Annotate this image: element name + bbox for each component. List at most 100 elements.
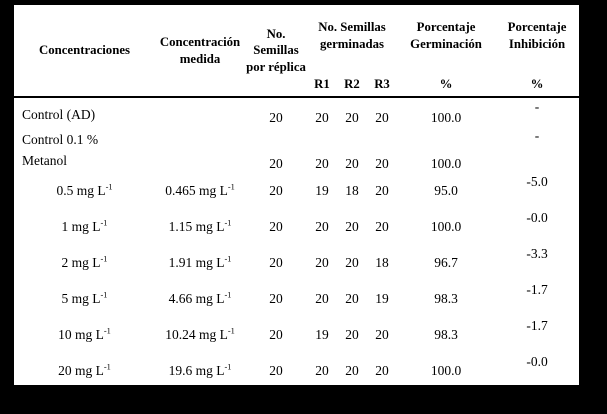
cell-r1: 20 [315,290,329,306]
cell-inhibicion: -3.3 [526,246,548,261]
cell-r3: 20 [375,326,389,342]
table-row-control-ad: Control (AD) 20 20 20 20 100.0 - [14,97,579,127]
cell-medida: 1.91 mg L-1 [155,245,245,281]
concentracion-sup: -1 [105,182,113,192]
table-row-1mg: 1 mg L-1 1.15 mg L-1 20 20 20 20 100.0 -… [14,209,579,245]
cell-inhibicion: -0.0 [526,354,548,369]
cell-germinacion: 100.0 [430,362,462,378]
concentracion-sup: -1 [103,362,111,372]
germination-results-table: Concentraciones Concentración medida No.… [14,5,580,389]
cell-medida: 1.15 mg L-1 [155,209,245,245]
table-row-20mg: 20 mg L-1 19.6 mg L-1 20 20 20 20 100.0 … [14,353,579,389]
medida-sup: -1 [224,218,232,228]
cell-medida [155,127,245,173]
cell-germinacion: 100.0 [430,155,462,171]
cell-r2: 20 [345,362,359,378]
medida-sup: -1 [224,362,232,372]
header-r3: R3 [374,77,390,92]
cell-por-replica: 20 [269,254,283,270]
cell-germinacion: 98.3 [434,290,458,306]
cell-r3: 20 [375,109,389,125]
header-row-1: Concentraciones Concentración medida No.… [14,5,579,73]
cell-por-replica: 20 [269,326,283,342]
cell-concentracion: Control 0.1 % Metanol [22,131,99,169]
header-concentraciones: Concentraciones [39,43,130,58]
cell-r1: 20 [315,254,329,270]
cell-por-replica: 20 [269,182,283,198]
cell-germinacion: 98.3 [434,326,458,342]
concentracion-base: 10 mg L [58,326,104,342]
concentracion-base: 2 mg L [61,254,101,270]
table-row-control-metanol: Control 0.1 % Metanol 20 20 20 20 100.0 … [14,127,579,173]
medida-sup: -1 [227,326,235,336]
cell-concentracion: 2 mg L-1 [14,245,155,281]
concentracion-sup: -1 [100,218,108,228]
cell-r2: 18 [345,182,359,198]
cell-r1: 20 [315,109,329,125]
table-row-2mg: 2 mg L-1 1.91 mg L-1 20 20 20 18 96.7 -3… [14,245,579,281]
header-r2: R2 [344,77,360,92]
concentracion-base: 1 mg L [61,218,101,234]
cell-r1: 19 [315,326,329,342]
cell-concentracion: 10 mg L-1 [14,317,155,353]
cell-concentracion: Control (AD) [22,107,96,123]
cell-germinacion: 95.0 [434,182,458,198]
header-porcentaje-inhibicion: Porcentaje Inhibición [507,20,567,51]
cell-inhibicion: -1.7 [526,282,548,297]
medida-base: 1.15 mg L [168,218,225,234]
concentracion-base: 5 mg L [61,290,101,306]
medida-base: 0.465 mg L [165,182,228,198]
cell-concentracion: 1 mg L-1 [14,209,155,245]
cell-por-replica: 20 [269,290,283,306]
cell-medida [155,97,245,127]
cell-r3: 19 [375,290,389,306]
concentracion-sup: -1 [103,326,111,336]
cell-r3: 20 [375,155,389,171]
medida-sup: -1 [224,290,232,300]
cell-medida: 19.6 mg L-1 [155,353,245,389]
medida-base: 10.24 mg L [165,326,228,342]
cell-por-replica: 20 [269,362,283,378]
medida-base: 1.91 mg L [168,254,225,270]
header-porcentaje-germinacion: Porcentaje Germinación [410,20,482,51]
medida-base: 4.66 mg L [168,290,225,306]
header-concentracion-medida: Concentración medida [159,34,241,66]
concentracion-sup: -1 [100,290,108,300]
header-semillas-germinadas: No. Semillas germinadas [318,20,386,51]
cell-r2: 20 [345,254,359,270]
concentracion-sup: -1 [100,254,108,264]
table-body: Control (AD) 20 20 20 20 100.0 - Control… [14,97,579,389]
cell-r2: 20 [345,155,359,171]
medida-base: 19.6 mg L [168,362,225,378]
concentracion-base: 0.5 mg L [56,182,106,198]
cell-r2: 20 [345,109,359,125]
cell-r3: 20 [375,218,389,234]
cell-r3: 18 [375,254,389,270]
cell-por-replica: 20 [269,155,283,171]
header-r1: R1 [314,77,330,92]
cell-r1: 20 [315,362,329,378]
header-inhibicion-unit: % [530,77,544,92]
cell-r3: 20 [375,182,389,198]
cell-r2: 20 [345,326,359,342]
table-header: Concentraciones Concentración medida No.… [14,5,580,97]
cell-concentracion: 5 mg L-1 [14,281,155,317]
cell-r1: 20 [315,218,329,234]
cell-inhibicion: -5.0 [526,174,548,189]
cell-inhibicion: -0.0 [526,210,548,225]
cell-r3: 20 [375,362,389,378]
cell-germinacion: 100.0 [430,109,462,125]
header-semillas-por-replica: No. Semillas por réplica [246,26,306,74]
cell-concentracion: 0.5 mg L-1 [14,173,155,209]
table-row-0-5mg: 0.5 mg L-1 0.465 mg L-1 20 19 18 20 95.0… [14,173,579,209]
header-row-2: R1 R2 R3 % % [14,67,579,97]
medida-sup: -1 [224,254,232,264]
cell-germinacion: 96.7 [434,254,458,270]
cell-medida: 10.24 mg L-1 [155,317,245,353]
cell-por-replica: 20 [269,109,283,125]
cell-inhibicion: - [534,99,540,114]
header-germinacion-unit: % [439,77,453,92]
cell-r1: 20 [315,155,329,171]
cell-r2: 20 [345,218,359,234]
cell-por-replica: 20 [269,218,283,234]
